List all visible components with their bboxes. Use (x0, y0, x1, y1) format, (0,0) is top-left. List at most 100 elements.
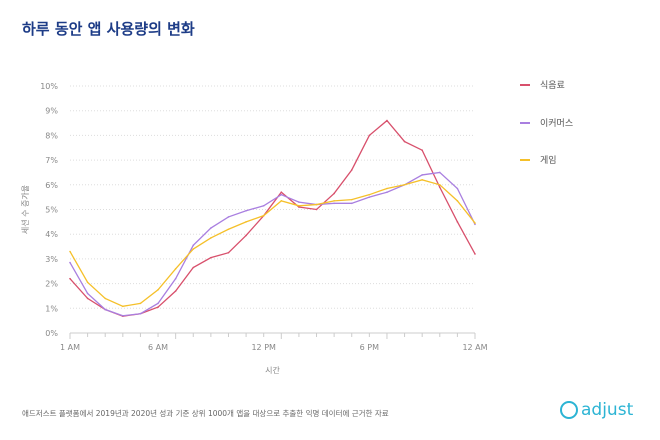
data-point (438, 171, 441, 174)
data-point (386, 119, 388, 122)
y-tick-label: 10% (40, 82, 58, 91)
y-tick-label: 2% (45, 280, 58, 289)
data-point (122, 305, 124, 308)
data-point (69, 250, 71, 253)
source-note: 애드저스트 플랫폼에서 2019년과 2020년 성과 기준 상위 1000개 … (22, 409, 389, 418)
data-point (456, 187, 459, 190)
data-point (157, 302, 159, 305)
logo-text: adjust (581, 400, 634, 420)
data-point (227, 216, 230, 218)
data-point (210, 227, 212, 229)
data-point (245, 234, 247, 237)
x-tick-label: 12 PM (251, 343, 276, 352)
adjust-logo-icon (560, 401, 578, 419)
data-point (139, 302, 142, 305)
legend-swatch (520, 121, 530, 124)
y-tick-label: 9% (45, 107, 58, 116)
legend-item-games: 게임 (520, 153, 557, 166)
x-tick-label: 1 AM (60, 343, 80, 352)
y-tick-label: 4% (45, 230, 58, 239)
data-point (122, 314, 124, 317)
data-point (456, 200, 459, 202)
data-point (174, 267, 177, 270)
data-point (368, 193, 371, 196)
data-point (174, 277, 177, 280)
data-point (192, 244, 195, 247)
data-point (315, 208, 318, 211)
y-tick-label: 6% (45, 181, 58, 190)
adjust-logo: adjust (560, 400, 633, 420)
data-point (69, 261, 71, 264)
data-point (192, 266, 195, 269)
data-point (368, 196, 371, 198)
data-point (86, 292, 89, 295)
data-point (298, 206, 300, 208)
y-tick-label: 8% (45, 131, 58, 140)
data-point (245, 221, 247, 223)
data-point (86, 297, 89, 300)
data-point (403, 184, 406, 186)
data-point (438, 184, 441, 186)
series-line-2 (69, 179, 476, 307)
y-tick-label: 0% (45, 329, 58, 338)
data-point (315, 203, 318, 206)
data-point (368, 134, 371, 137)
data-point (210, 256, 212, 259)
y-tick-label: 3% (45, 255, 58, 264)
data-point (245, 209, 247, 212)
x-tick-label: 6 PM (360, 343, 379, 352)
y-tick-label: 1% (45, 304, 58, 313)
legend-item-ecommerce: 이커머스 (520, 116, 573, 129)
data-point (474, 223, 476, 226)
data-point (333, 192, 335, 195)
y-tick-label: 5% (45, 206, 58, 215)
data-point (192, 248, 195, 250)
x-tick-label: 12 AM (462, 343, 487, 352)
y-axis-title: 세션 수 증가율 (20, 185, 30, 234)
data-point (262, 214, 265, 217)
data-point (403, 140, 406, 143)
legend-swatch (520, 83, 530, 86)
data-point (157, 288, 159, 291)
series-line-1 (69, 171, 476, 317)
data-point (104, 297, 107, 300)
data-point (298, 201, 300, 203)
data-point (227, 228, 230, 231)
data-point (474, 253, 476, 255)
data-point (280, 193, 283, 196)
legend-label: 게임 (540, 156, 557, 166)
legend-label: 이커머스 (540, 119, 574, 129)
data-point (227, 251, 230, 254)
data-point (456, 221, 459, 223)
data-point (333, 202, 335, 205)
data-point (333, 200, 335, 202)
legend-swatch (520, 158, 530, 161)
data-point (350, 202, 353, 205)
series-line-0 (69, 119, 476, 317)
data-point (386, 187, 388, 190)
data-point (157, 306, 159, 308)
data-point (280, 191, 283, 194)
page-title: 하루 동안 앱 사용량의 변화 (22, 20, 195, 38)
legend-label: 식음료 (540, 81, 565, 91)
data-point (386, 191, 388, 194)
data-point (474, 222, 476, 224)
data-point (438, 186, 441, 189)
data-point (350, 198, 353, 201)
y-tick-label: 7% (45, 156, 58, 165)
data-point (421, 174, 423, 176)
data-point (421, 149, 423, 152)
data-point (86, 281, 89, 284)
x-axis-title: 시간 (265, 365, 280, 375)
data-point (69, 277, 71, 280)
data-point (210, 237, 212, 239)
x-tick-label: 6 AM (148, 343, 168, 352)
data-point (139, 312, 142, 315)
data-point (104, 308, 107, 311)
data-point (262, 204, 265, 207)
data-point (350, 169, 353, 171)
data-point (280, 200, 283, 202)
data-point (298, 204, 300, 207)
